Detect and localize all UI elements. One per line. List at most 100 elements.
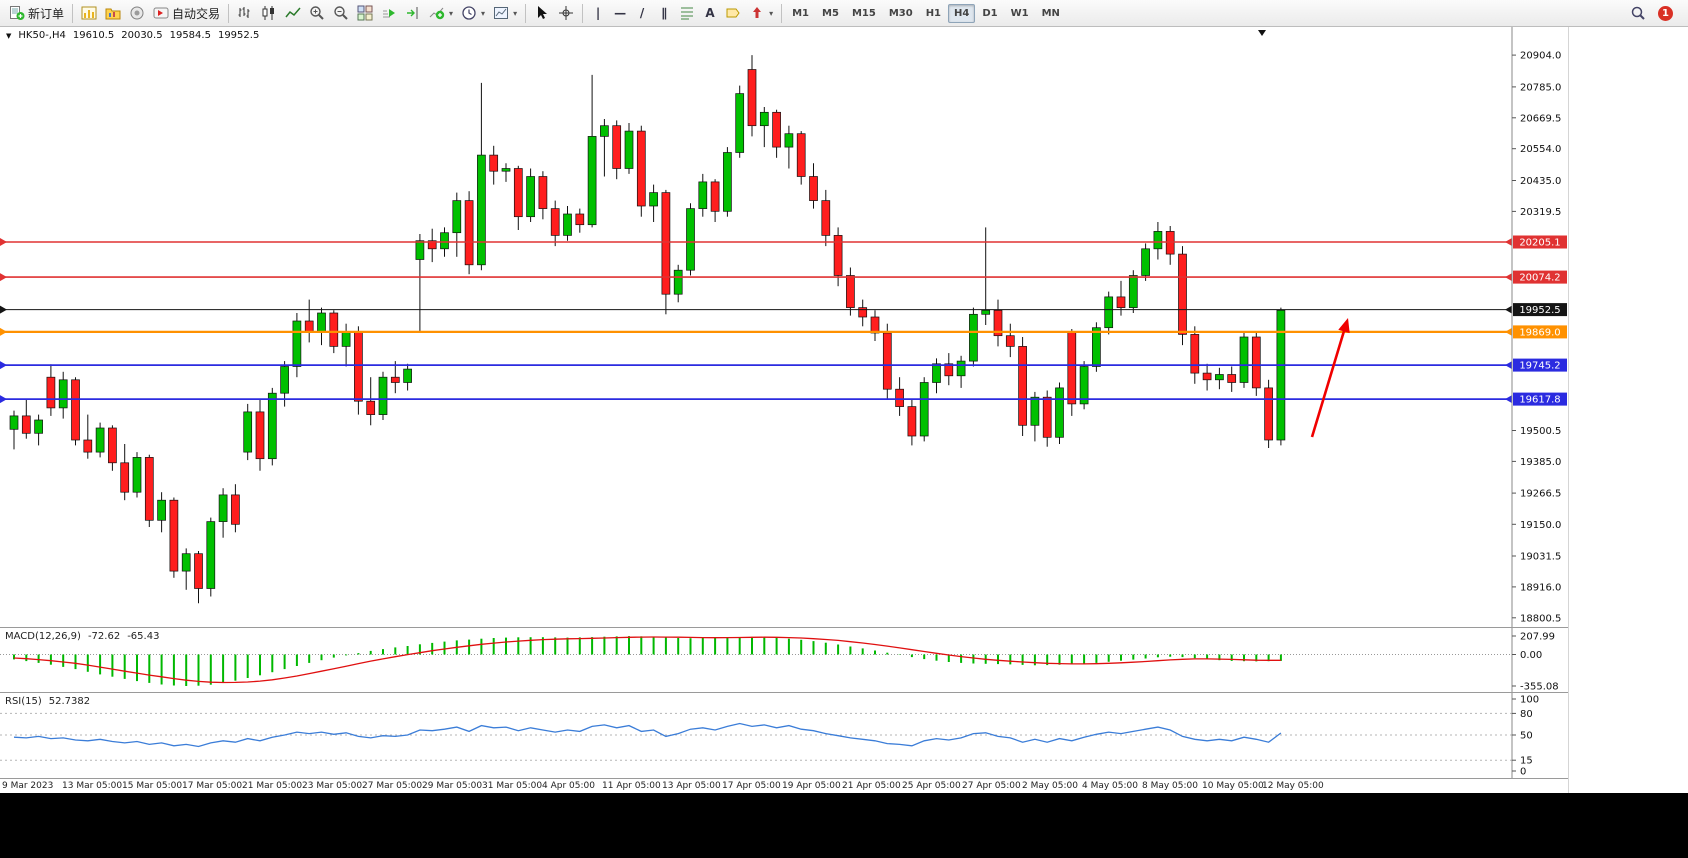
vertical-line-tool-button[interactable]: |: [587, 2, 609, 24]
profiles-button[interactable]: [101, 2, 125, 24]
level-line-20205.1[interactable]: 20205.1: [0, 235, 1567, 249]
level-line-19952.5[interactable]: 19952.5: [0, 303, 1567, 317]
chart-header: ▼ HK50-,H4 19610.5 20030.5 19584.5 19952…: [6, 30, 259, 41]
timeframe-w1-button[interactable]: W1: [1010, 7, 1029, 19]
zoom-in-button[interactable]: [305, 2, 329, 24]
svg-text:20554.0: 20554.0: [1520, 144, 1561, 155]
macd-signal-line: [13, 636, 1281, 684]
time-label: 27 Mar 05:00: [362, 781, 423, 791]
channel-tool-button[interactable]: ∥: [653, 2, 675, 24]
bottom-black-strip: [0, 793, 1688, 858]
main-chart[interactable]: 20205.1 20074.2 19952.5 19869.0 19745.2 19617…: [0, 27, 1568, 627]
rsi-pane: 100 80 50 15 0 RSI(15) 52.7382: [0, 692, 1568, 778]
indicators-button[interactable]: ▾: [425, 2, 457, 24]
dropdown-caret-icon: ▾: [769, 8, 774, 18]
bar-chart-mode-button[interactable]: [233, 2, 257, 24]
timeframe-d1-button[interactable]: D1: [982, 7, 998, 19]
chart-shift-button[interactable]: [401, 2, 425, 24]
chart-open-value: 19610.5: [72, 30, 115, 41]
periods-button[interactable]: ▾: [457, 2, 489, 24]
cursor-tool-button[interactable]: [530, 2, 554, 24]
time-label: 19 Apr 05:00: [782, 781, 841, 791]
autotrading-icon: [153, 7, 169, 19]
horizontal-line-tool-button[interactable]: —: [609, 2, 631, 24]
new-order-button[interactable]: 新订单: [5, 2, 68, 24]
timeframe-m1-button[interactable]: M1: [792, 7, 810, 19]
tile-windows-icon: [357, 5, 373, 21]
svg-text:18800.5: 18800.5: [1520, 613, 1561, 624]
time-label: 21 Mar 05:00: [242, 781, 303, 791]
candles: [9, 55, 1286, 604]
svg-text:18916.0: 18916.0: [1520, 582, 1561, 593]
new-chart-button[interactable]: [77, 2, 101, 24]
timeframe-m5-button[interactable]: M5: [822, 7, 839, 19]
line-chart-mode-button[interactable]: [281, 2, 305, 24]
level-line-20074.2[interactable]: 20074.2: [0, 270, 1567, 284]
price-axis[interactable]: 20904.0 20785.0 20669.5 20554.0 20435.0 20319…: [1511, 27, 1561, 627]
level-line-19617.8[interactable]: 19617.8: [0, 392, 1567, 406]
candlestick-mode-button[interactable]: [257, 2, 281, 24]
timeframe-mn-button[interactable]: MN: [1041, 7, 1060, 19]
timeframe-group: M1 M5 M15 M30 H1 H4 D1 W1 MN: [786, 3, 1066, 23]
separator: [525, 3, 527, 23]
timeframe-h1-button[interactable]: H1: [925, 7, 942, 19]
time-label: 4 May 05:00: [1082, 781, 1138, 791]
svg-text:19745.2: 19745.2: [1519, 361, 1560, 372]
time-label: 11 Apr 05:00: [602, 781, 661, 791]
time-label: 27 Apr 05:00: [962, 781, 1021, 791]
new-order-icon: [10, 6, 25, 20]
time-axis[interactable]: 9 Mar 2023 13 Mar 05:00 15 Mar 05:00 17 Mar…: [0, 778, 1568, 793]
rsi-value: 52.7382: [48, 696, 91, 707]
svg-text:20435.0: 20435.0: [1520, 176, 1561, 187]
macd-chart[interactable]: 207.99 0.00 -355.08: [0, 628, 1568, 693]
timeframe-h4-button[interactable]: H4: [948, 3, 976, 23]
label-tool-button[interactable]: [721, 2, 745, 24]
chart-symbol-period: HK50-,H4: [18, 30, 66, 41]
zoom-out-button[interactable]: [329, 2, 353, 24]
crosshair-tool-button[interactable]: [554, 2, 578, 24]
trendline-tool-button[interactable]: /: [631, 2, 653, 24]
dropdown-caret-icon: ▾: [513, 8, 518, 18]
chart-window: 20205.1 20074.2 19952.5 19869.0 19745.2 19617…: [0, 27, 1688, 793]
rsi-label: RSI(15): [5, 696, 42, 707]
svg-text:20205.1: 20205.1: [1519, 238, 1560, 249]
fibonacci-tool-button[interactable]: [675, 2, 699, 24]
macd-axis[interactable]: 207.99 0.00 -355.08: [1511, 628, 1559, 693]
dropdown-caret-icon: ▾: [449, 8, 454, 18]
up-arrow-annotation[interactable]: [1310, 318, 1350, 438]
search-button[interactable]: [1626, 2, 1650, 24]
svg-text:15: 15: [1520, 756, 1533, 767]
timeframe-m30-button[interactable]: M30: [888, 7, 913, 19]
level-line-19869.0[interactable]: 19869.0: [0, 325, 1567, 339]
macd-pane: 207.99 0.00 -355.08 MACD(12,26,9) -72.62 -…: [0, 627, 1568, 693]
text-tool-button[interactable]: A: [699, 2, 721, 24]
svg-text:20669.5: 20669.5: [1520, 113, 1561, 124]
autotrading-button[interactable]: 自动交易: [149, 2, 224, 24]
arrows-tool-button[interactable]: ▾: [745, 2, 777, 24]
timeframe-m15-button[interactable]: M15: [851, 7, 876, 19]
auto-scroll-icon: [383, 9, 396, 18]
terminal-button[interactable]: [125, 2, 149, 24]
level-line-19745.2[interactable]: 19745.2: [0, 358, 1567, 372]
macd-label: MACD(12,26,9): [5, 631, 81, 642]
cursor-icon: [538, 6, 548, 19]
notification-badge[interactable]: 1: [1658, 5, 1673, 21]
rsi-chart[interactable]: 100 80 50 150: [0, 693, 1568, 778]
collapse-arrow-icon[interactable]: ▼: [6, 31, 12, 40]
svg-text:19150.0: 19150.0: [1520, 520, 1561, 531]
svg-text:19952.5: 19952.5: [1519, 305, 1560, 316]
svg-text:20785.0: 20785.0: [1520, 82, 1561, 93]
chart-high-value: 20030.5: [121, 30, 163, 41]
time-label: 10 May 05:00: [1202, 781, 1264, 791]
arrow-shape-icon: [753, 7, 762, 18]
time-label: 2 May 05:00: [1022, 781, 1078, 791]
tile-windows-button[interactable]: [353, 2, 377, 24]
svg-text:19031.5: 19031.5: [1520, 552, 1561, 563]
macd-signal-value: -65.43: [127, 631, 160, 642]
svg-text:19869.0: 19869.0: [1519, 327, 1560, 338]
time-label: 8 May 05:00: [1142, 781, 1198, 791]
auto-scroll-button[interactable]: [377, 2, 401, 24]
rsi-axis[interactable]: 100 80 50 150: [1511, 693, 1539, 778]
templates-button[interactable]: ▾: [489, 2, 521, 24]
autotrading-label: 自动交易: [172, 6, 221, 21]
